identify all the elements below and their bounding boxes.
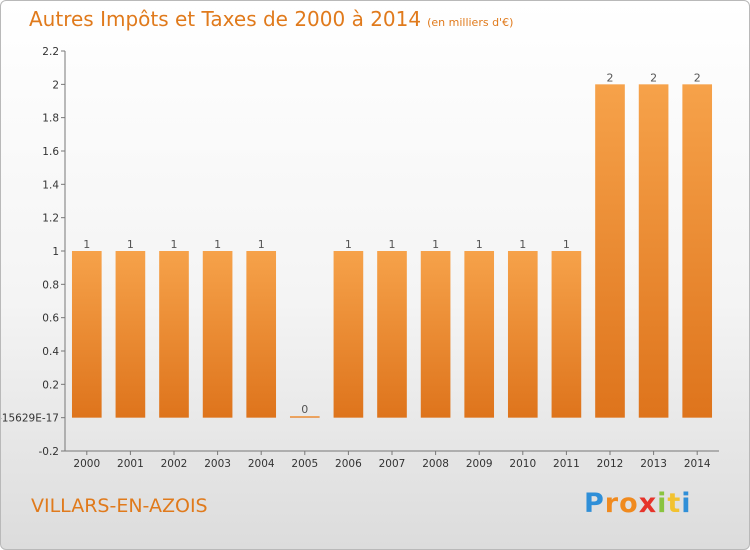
x-tick-label: 2008 <box>422 458 449 470</box>
bar-value-label: 0 <box>301 403 308 416</box>
x-tick-label: 2009 <box>466 458 493 470</box>
x-tick-label: 2007 <box>379 458 406 470</box>
y-tick-label: -15629E-17 <box>1 413 59 425</box>
bar-value-label: 2 <box>694 71 701 84</box>
bar <box>377 251 407 418</box>
bar-value-label: 1 <box>389 238 396 251</box>
y-tick-label: 0.2 <box>42 379 59 391</box>
y-tick-label: 1 <box>52 246 59 258</box>
bars <box>71 84 713 418</box>
bar <box>464 251 495 418</box>
logo-letter: r <box>604 488 620 519</box>
bar-value-label: 1 <box>432 238 439 251</box>
x-tick-label: 2012 <box>597 458 624 470</box>
logo-letter: P <box>584 488 605 519</box>
x-tick-label: 2014 <box>684 458 711 470</box>
bar-value-label: 1 <box>519 238 526 251</box>
bar-value-label: 1 <box>214 238 221 251</box>
bar-value-label: 1 <box>127 238 134 251</box>
bar <box>420 251 451 418</box>
y-tick-label: 2.2 <box>42 46 59 58</box>
title-line: Autres Impôts et Taxes de 2000 à 2014 (en… <box>29 7 513 31</box>
y-tick-label: 2 <box>52 79 59 91</box>
bar-value-label: 1 <box>476 238 483 251</box>
y-tick-label: 1.4 <box>42 179 59 191</box>
bar <box>333 251 364 418</box>
x-tick-label: 2005 <box>291 458 318 470</box>
bar-value-label: 1 <box>563 238 570 251</box>
bar <box>507 251 538 418</box>
x-tick-label: 2013 <box>640 458 667 470</box>
bar-labels: 1 1 1 1 1 0 1 1 1 1 1 1 2 2 2 <box>83 71 700 416</box>
bar <box>682 84 713 418</box>
bar <box>638 84 669 418</box>
x-tick-label: 2011 <box>553 458 580 470</box>
proxiti-logo[interactable]: Proxiti <box>584 488 692 519</box>
bar <box>159 251 189 418</box>
x-tick-label: 2006 <box>335 458 362 470</box>
chart-subtitle: (en milliers d'€) <box>427 16 514 29</box>
bar <box>71 251 102 418</box>
y-tick-label: 0.6 <box>42 313 59 325</box>
logo-letter: i <box>657 488 668 519</box>
y-tick-label: 1.2 <box>42 213 59 225</box>
bar-value-label: 1 <box>258 238 265 251</box>
y-tick-label: 1.8 <box>42 113 59 125</box>
x-tick-label: 2002 <box>161 458 188 470</box>
bar-value-label: 2 <box>650 71 657 84</box>
bar <box>595 84 625 418</box>
commune-name: VILLARS-EN-AZOIS <box>31 495 208 517</box>
bar <box>115 251 146 418</box>
y-tick-label: -0.2 <box>39 446 60 458</box>
bar-value-label: 1 <box>171 238 178 251</box>
bar-value-label: 1 <box>345 238 352 251</box>
chart-title: Autres Impôts et Taxes de 2000 à 2014 <box>29 7 422 31</box>
logo-letter: o <box>619 488 639 519</box>
bar <box>246 251 277 418</box>
x-tick-label: 2003 <box>204 458 231 470</box>
y-tick-label: 0.4 <box>42 346 59 358</box>
logo-letter: x <box>638 488 658 519</box>
x-tick-label: 2004 <box>248 458 275 470</box>
bar-value-label: 2 <box>607 71 614 84</box>
x-tick-label: 2001 <box>117 458 144 470</box>
axes: -0.2 -15629E-17 0.2 0.4 0.6 0.8 1 1.2 1.4 1.6 1.8 2… <box>1 46 719 470</box>
bar-value-label: 1 <box>83 238 90 251</box>
y-tick-label: 1.6 <box>42 146 59 158</box>
bar <box>551 251 582 418</box>
x-tick-label: 2010 <box>509 458 536 470</box>
y-tick-label: 0.8 <box>42 279 59 291</box>
logo-letter: i <box>681 488 692 519</box>
bar <box>202 251 233 418</box>
bar <box>289 416 320 418</box>
logo-letter: t <box>667 488 682 519</box>
x-tick-label: 2000 <box>73 458 100 470</box>
